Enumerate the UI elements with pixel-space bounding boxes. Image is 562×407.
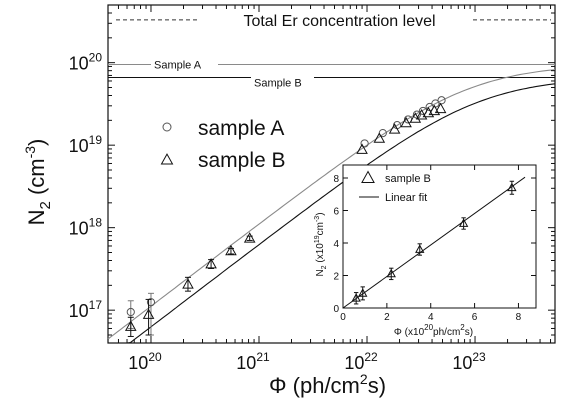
x-tick-label: 1022 (344, 350, 378, 373)
sample-b-point (373, 132, 386, 143)
legend-label-sample-b: sample B (198, 149, 286, 172)
sample-a-point (126, 307, 135, 317)
y-tick-label: 1018 (69, 216, 103, 239)
main-plot-frame (107, 4, 556, 344)
inset-linear-fit-line (342, 176, 526, 309)
inset-y-tick-label: 4 (333, 239, 339, 250)
inset-y-tick-label: 0 (333, 304, 339, 315)
sample-a-point (437, 96, 446, 105)
inset-x-tick-label: 8 (516, 312, 522, 323)
inset-frame (342, 164, 537, 309)
inset-y-tick-label: 2 (333, 272, 339, 283)
inset-y-tick-label: 6 (333, 207, 339, 218)
x-tick-label: 1020 (128, 350, 162, 373)
inset-x-tick-label: 2 (384, 312, 390, 323)
fit-curve-sample-a (107, 69, 556, 340)
x-tick-label: 1023 (452, 350, 486, 373)
sample-b-point (434, 102, 447, 114)
y-tick-label: 1017 (69, 298, 103, 321)
sample-b-point (243, 232, 256, 243)
sample-b-point (182, 278, 194, 289)
inset-sample-b-point (415, 244, 425, 253)
sample-a-level-label: Sample A (154, 60, 202, 72)
sample-b-level-label: Sample B (254, 78, 302, 90)
sample-b-point (225, 244, 237, 256)
inset-sample-b-point (458, 218, 469, 227)
x-axis-label: Φ (ph/cm2s) (269, 371, 386, 398)
sample-a-point (360, 139, 369, 148)
inset-x-tick-label: 4 (428, 312, 434, 323)
y-tick-label: 1020 (69, 51, 103, 74)
inset-legend-marker-sample-b (361, 170, 375, 183)
sample-b-point (415, 109, 428, 120)
sample-b-point (400, 116, 412, 128)
x-tick-label: 1021 (236, 350, 270, 373)
sample-b-point (124, 320, 137, 331)
legend-marker-sample-b (160, 153, 174, 165)
sample-b-error-bar (145, 298, 152, 336)
sample-b-point (388, 123, 401, 134)
sample-b-point (142, 308, 155, 319)
inset-y-tick-label: 8 (333, 174, 339, 185)
sample-a-point (146, 298, 156, 307)
er-level-label: Total Er concentration level (243, 13, 435, 30)
inset-sample-b-point (386, 268, 396, 278)
y-tick-label: 1019 (69, 133, 103, 156)
sample-b-point (356, 143, 368, 154)
inset-plot-area: 0 2 4 6 8 0 2 4 6 8 Φ (x1020ph/cm2s) N2 (x1019cm-3)… (314, 164, 537, 338)
inset-sample-b-point (351, 293, 361, 302)
y-axis-label: N2 (cm-3) (22, 139, 54, 226)
fit-curve-sample-b (108, 83, 556, 344)
inset-y-axis-label: N2 (x1019cm-3) (314, 212, 328, 276)
inset-sample-b-point (358, 288, 368, 297)
inset-x-tick-label: 6 (472, 312, 478, 323)
inset-legend-label-sample-b: sample B (385, 173, 431, 185)
inset-legend-label-linear-fit: Linear fit (385, 192, 427, 204)
inset-legend: sample B Linear fit (359, 170, 431, 204)
inset-x-tick-label: 0 (340, 312, 346, 323)
main-plot-area: Total Er concentration level Sample A Samp… (22, 4, 556, 398)
main-legend: sample A sample B (160, 117, 286, 172)
legend-marker-sample-a (162, 122, 172, 132)
sample-b-error-bar (208, 259, 215, 269)
legend-label-sample-a: sample A (198, 117, 284, 140)
sample-b-point (205, 257, 217, 269)
inset-sample-b-point (507, 182, 517, 192)
inset-x-axis-label: Φ (x1020ph/cm2s) (394, 323, 473, 338)
